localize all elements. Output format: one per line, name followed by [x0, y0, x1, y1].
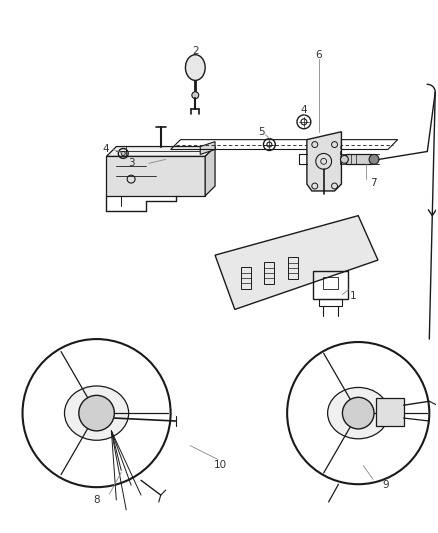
- Bar: [287, 257, 297, 279]
- Bar: [264, 262, 274, 284]
- Bar: [312, 271, 348, 298]
- Polygon shape: [106, 156, 205, 196]
- Ellipse shape: [327, 387, 388, 439]
- Text: 8: 8: [93, 495, 100, 505]
- Text: 1: 1: [349, 290, 356, 301]
- Bar: [318, 298, 342, 306]
- Circle shape: [191, 92, 198, 99]
- Text: 9: 9: [381, 480, 389, 490]
- Polygon shape: [215, 216, 377, 310]
- Ellipse shape: [64, 386, 128, 440]
- Ellipse shape: [185, 55, 205, 80]
- Polygon shape: [306, 132, 341, 191]
- Polygon shape: [106, 147, 215, 156]
- Text: 4: 4: [102, 144, 109, 155]
- Bar: [322, 277, 338, 289]
- Polygon shape: [200, 142, 215, 155]
- Bar: [240, 267, 250, 289]
- Text: 6: 6: [314, 50, 321, 60]
- Bar: [346, 155, 370, 164]
- Text: 3: 3: [127, 158, 134, 168]
- Text: 10: 10: [213, 461, 226, 471]
- Polygon shape: [205, 147, 215, 196]
- Text: 7: 7: [369, 178, 375, 188]
- Circle shape: [79, 395, 114, 431]
- Text: 4: 4: [300, 105, 307, 115]
- Circle shape: [342, 397, 373, 429]
- Text: 2: 2: [191, 46, 198, 56]
- Bar: [375, 398, 403, 426]
- Circle shape: [368, 155, 378, 164]
- Text: 5: 5: [258, 127, 264, 137]
- Circle shape: [340, 156, 348, 163]
